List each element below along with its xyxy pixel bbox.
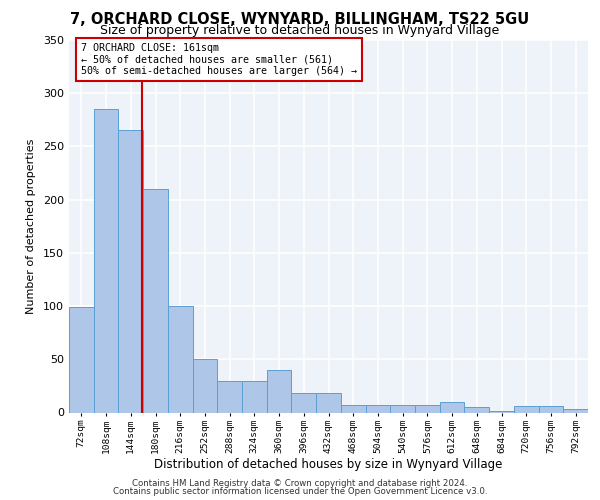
Bar: [242, 380, 267, 412]
Bar: [118, 130, 143, 412]
Bar: [415, 405, 440, 412]
X-axis label: Distribution of detached houses by size in Wynyard Village: Distribution of detached houses by size …: [154, 458, 503, 471]
Bar: [316, 394, 341, 412]
Bar: [514, 406, 539, 412]
Bar: [217, 380, 242, 412]
Bar: [267, 370, 292, 412]
Bar: [94, 109, 118, 412]
Text: 7, ORCHARD CLOSE, WYNYARD, BILLINGHAM, TS22 5GU: 7, ORCHARD CLOSE, WYNYARD, BILLINGHAM, T…: [70, 12, 530, 28]
Text: Contains public sector information licensed under the Open Government Licence v3: Contains public sector information licen…: [113, 487, 487, 496]
Text: Size of property relative to detached houses in Wynyard Village: Size of property relative to detached ho…: [100, 24, 500, 37]
Bar: [69, 307, 94, 412]
Y-axis label: Number of detached properties: Number of detached properties: [26, 138, 36, 314]
Bar: [539, 406, 563, 412]
Bar: [563, 410, 588, 412]
Bar: [143, 189, 168, 412]
Text: 7 ORCHARD CLOSE: 161sqm
← 50% of detached houses are smaller (561)
50% of semi-d: 7 ORCHARD CLOSE: 161sqm ← 50% of detache…: [82, 43, 358, 76]
Bar: [440, 402, 464, 412]
Bar: [193, 360, 217, 412]
Bar: [464, 407, 489, 412]
Bar: [168, 306, 193, 412]
Bar: [292, 394, 316, 412]
Bar: [365, 405, 390, 412]
Text: Contains HM Land Registry data © Crown copyright and database right 2024.: Contains HM Land Registry data © Crown c…: [132, 478, 468, 488]
Bar: [390, 405, 415, 412]
Bar: [341, 405, 365, 412]
